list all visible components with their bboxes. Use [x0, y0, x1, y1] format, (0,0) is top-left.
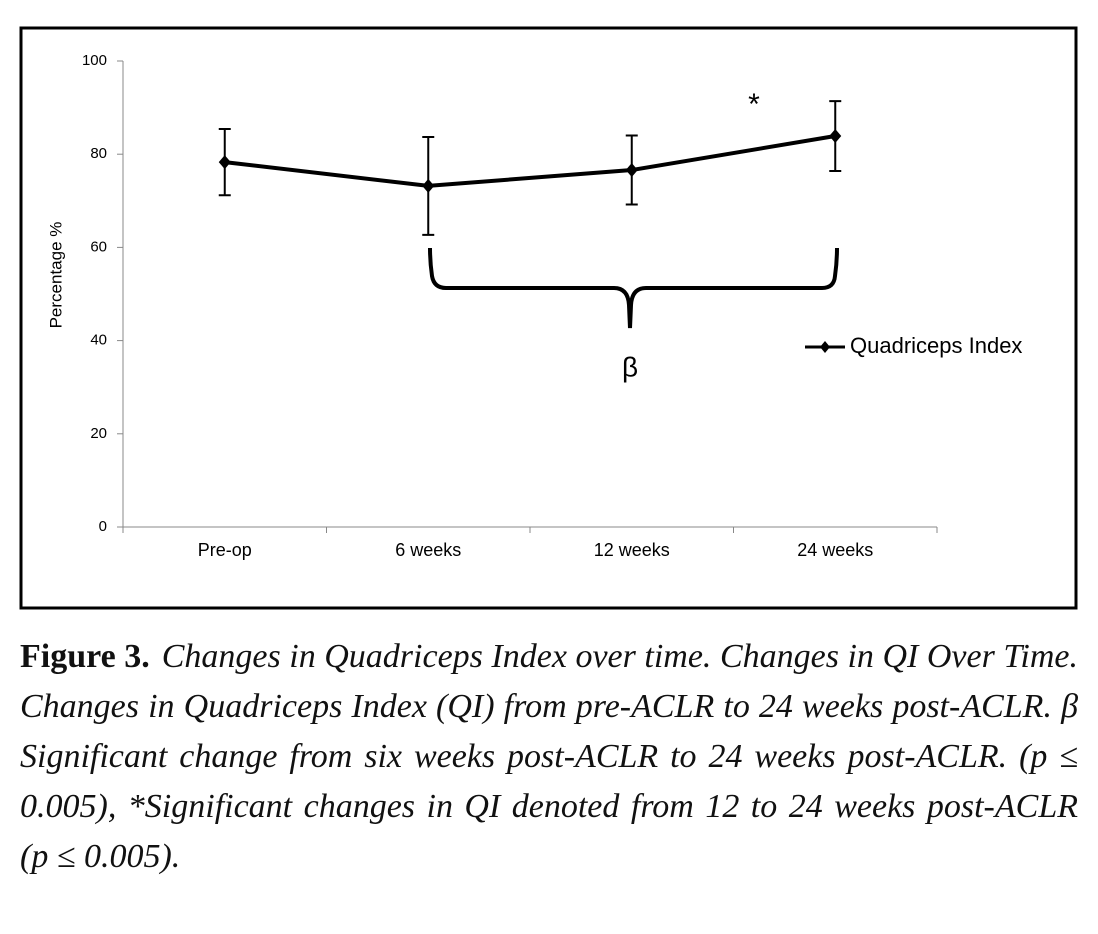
marker	[829, 129, 842, 144]
chart-frame	[19, 26, 1078, 610]
marker	[218, 155, 231, 170]
y-tick-label: 40	[90, 332, 107, 349]
y-tick-label: 60	[90, 238, 107, 255]
annotation: β	[622, 351, 638, 382]
brace	[428, 247, 839, 329]
x-tick-label: 6 weeks	[395, 540, 461, 560]
legend-marker	[820, 341, 830, 353]
caption: Figure 3. Changes in Quadriceps Index ove…	[20, 632, 1078, 882]
caption-label: Figure 3.	[20, 638, 150, 675]
marker	[422, 178, 435, 193]
annotation: *	[748, 88, 760, 121]
x-tick-label: 24 weeks	[797, 540, 873, 560]
line	[224, 134, 836, 188]
y-tick-label: 20	[90, 425, 107, 442]
y-tick-label: 80	[90, 145, 107, 162]
y-axis-label: Percentage %	[46, 222, 65, 329]
x-tick-label: 12 weeks	[594, 540, 670, 560]
marker	[625, 163, 638, 178]
caption-text: Changes in Quadriceps Index over time. C…	[20, 638, 1078, 875]
legend-label: Quadriceps Index	[850, 333, 1022, 358]
x-tick-label: Pre-op	[198, 540, 252, 560]
y-tick-label: 100	[82, 52, 107, 69]
y-tick-label: 0	[99, 518, 107, 535]
chart: Percentage % β * 0 20 40 60 80 100 Pre-op 6 wee…	[19, 26, 1078, 610]
